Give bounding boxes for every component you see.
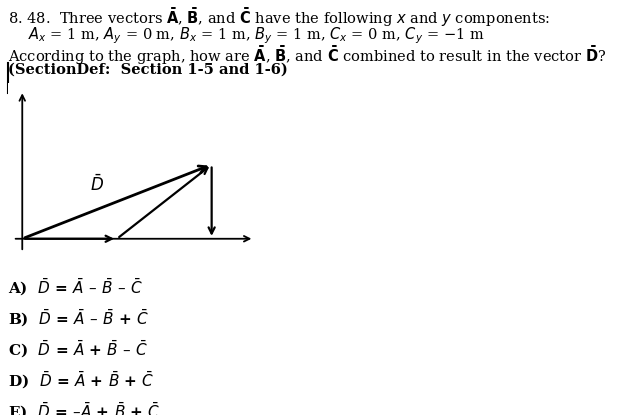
Text: A)  $\bar{D}$ = $\bar{A}$ – $\bar{B}$ – $\bar{C}$: A) $\bar{D}$ = $\bar{A}$ – $\bar{B}$ – $… [8, 276, 143, 297]
Text: D)  $\bar{D}$ = $\bar{A}$ + $\bar{B}$ + $\bar{C}$: D) $\bar{D}$ = $\bar{A}$ + $\bar{B}$ + $… [8, 369, 154, 390]
Text: B)  $\bar{D}$ = $\bar{A}$ – $\bar{B}$ + $\bar{C}$: B) $\bar{D}$ = $\bar{A}$ – $\bar{B}$ + $… [8, 307, 149, 328]
Text: 8. 48.  Three vectors $\mathbf{\bar{A}}$, $\mathbf{\bar{B}}$, and $\mathbf{\bar{: 8. 48. Three vectors $\mathbf{\bar{A}}$,… [8, 6, 550, 29]
Text: $\bar{D}$: $\bar{D}$ [91, 174, 104, 195]
Text: C)  $\bar{D}$ = $\bar{A}$ + $\bar{B}$ – $\bar{C}$: C) $\bar{D}$ = $\bar{A}$ + $\bar{B}$ – $… [8, 338, 148, 359]
Text: (SectionDef:  Section 1-5 and 1-6): (SectionDef: Section 1-5 and 1-6) [8, 63, 288, 77]
Text: According to the graph, how are $\mathbf{\bar{A}}$, $\mathbf{\bar{B}}$, and $\ma: According to the graph, how are $\mathbf… [8, 44, 606, 67]
Text: E)  $\bar{D}$ = –$\bar{A}$ + $\bar{B}$ + $\bar{C}$: E) $\bar{D}$ = –$\bar{A}$ + $\bar{B}$ + … [8, 400, 161, 415]
Text: $A_x$ = 1 m, $A_y$ = 0 m, $B_x$ = 1 m, $B_y$ = 1 m, $C_x$ = 0 m, $C_y$ = −1 m: $A_x$ = 1 m, $A_y$ = 0 m, $B_x$ = 1 m, $… [28, 25, 485, 46]
